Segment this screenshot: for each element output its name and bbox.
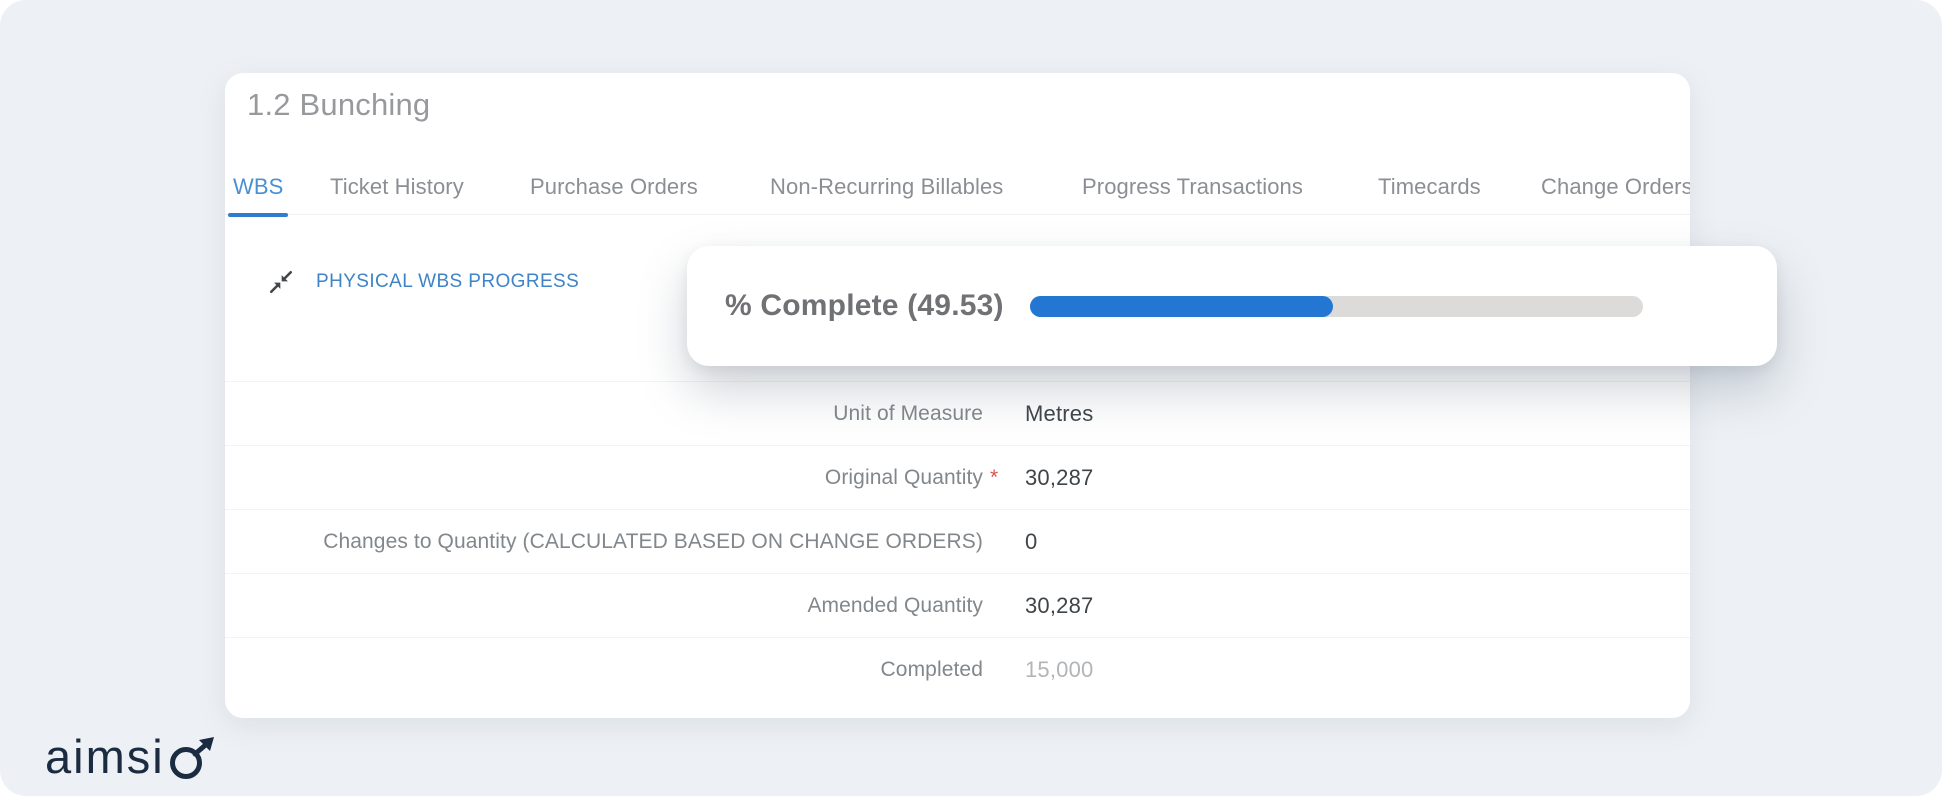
- unit-of-measure-value[interactable]: Metres: [1025, 400, 1094, 426]
- tab-purchase-orders[interactable]: Purchase Orders: [530, 174, 698, 199]
- tab-wbs[interactable]: WBS: [227, 174, 289, 217]
- tab-ticket-history[interactable]: Ticket History: [330, 174, 464, 199]
- logo-o-arrow-icon: [169, 737, 214, 779]
- percent-complete-label: % Complete (49.53): [725, 289, 1004, 322]
- percent-complete-callout: % Complete (49.53): [687, 246, 1777, 366]
- field-label: Unit of Measure: [833, 401, 983, 425]
- form-row-completed: Completed 15,000: [225, 637, 1690, 701]
- wbs-progress-form: Unit of Measure Metres Original Quantity…: [225, 381, 1690, 701]
- tab-timecards[interactable]: Timecards: [1378, 174, 1481, 199]
- logo-text: aimsi: [45, 730, 165, 783]
- tab-bar: WBS Ticket History Purchase Orders Non-R…: [225, 159, 1690, 217]
- changes-to-quantity-value: 0: [1025, 528, 1038, 554]
- form-row-original-quantity: Original Quantity * 30,287: [225, 445, 1690, 509]
- form-row-changes-to-quantity: Changes to Quantity (CALCULATED BASED ON…: [225, 509, 1690, 573]
- wbs-detail-card: 1.2 Bunching WBS Ticket History Purchase…: [225, 73, 1690, 718]
- section-title: PHYSICAL WBS PROGRESS: [316, 271, 580, 292]
- aimsio-logo: aimsi: [45, 726, 218, 782]
- physical-wbs-progress-header[interactable]: PHYSICAL WBS PROGRESS: [268, 269, 579, 295]
- required-marker: *: [990, 465, 999, 489]
- original-quantity-value[interactable]: 30,287: [1025, 464, 1094, 490]
- completed-value: 15,000: [1025, 656, 1094, 682]
- amended-quantity-value: 30,287: [1025, 592, 1094, 618]
- progress-fill: [1029, 295, 1334, 317]
- percent-complete-progressbar: [1029, 295, 1643, 317]
- tab-progress-transactions[interactable]: Progress Transactions: [1082, 174, 1303, 199]
- page-title: 1.2 Bunching: [247, 87, 431, 122]
- field-label: Original Quantity: [824, 465, 983, 489]
- field-label: Amended Quantity: [807, 593, 983, 617]
- form-row-amended-quantity: Amended Quantity 30,287: [225, 573, 1690, 637]
- field-label: Completed: [880, 657, 983, 681]
- field-label: Changes to Quantity (CALCULATED BASED ON…: [323, 529, 983, 553]
- form-row-unit-of-measure: Unit of Measure Metres: [225, 381, 1690, 445]
- tab-non-recurring-billables[interactable]: Non-Recurring Billables: [770, 174, 1004, 199]
- collapse-section-icon[interactable]: [268, 269, 294, 295]
- tab-change-orders[interactable]: Change Orders: [1541, 174, 1690, 199]
